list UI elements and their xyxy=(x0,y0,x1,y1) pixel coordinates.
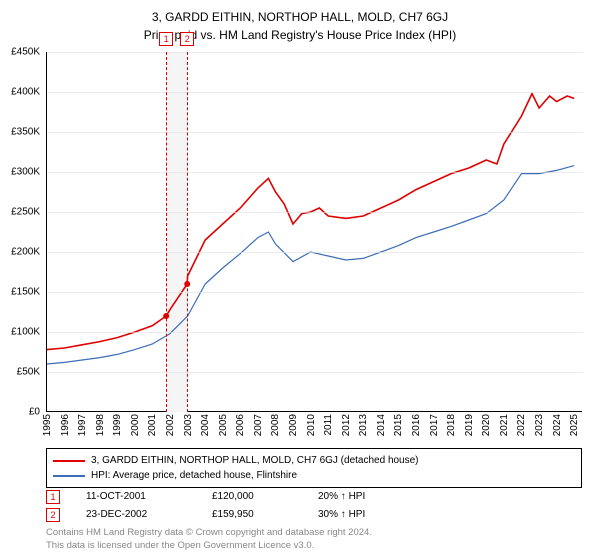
xtick-label: 2002 xyxy=(165,414,176,436)
xtick-label: 2012 xyxy=(341,414,352,436)
page-root: 3, GARDD EITHIN, NORTHOP HALL, MOLD, CH7… xyxy=(0,0,600,560)
transaction-table: 1 11-OCT-2001 £120,000 20% ↑ HPI 2 23-DEC-200… xyxy=(46,488,365,524)
ytick-label: £250K xyxy=(11,207,40,218)
ytick-label: £150K xyxy=(11,287,40,298)
transaction-row: 1 11-OCT-2001 £120,000 20% ↑ HPI xyxy=(46,488,365,506)
transaction-badge: 2 xyxy=(46,508,60,522)
gridline-h xyxy=(47,172,583,173)
transaction-delta: 20% ↑ HPI xyxy=(318,488,365,506)
xtick-label: 2000 xyxy=(130,414,141,436)
xtick-label: 2021 xyxy=(499,414,510,436)
xtick-label: 2015 xyxy=(393,414,404,436)
transaction-price: £120,000 xyxy=(212,488,292,506)
ytick-label: £200K xyxy=(11,247,40,258)
xtick-label: 2023 xyxy=(534,414,545,436)
gridline-h xyxy=(47,52,583,53)
xtick-label: 2010 xyxy=(306,414,317,436)
chart-title-block: 3, GARDD EITHIN, NORTHOP HALL, MOLD, CH7… xyxy=(0,0,600,44)
gridline-h xyxy=(47,92,583,93)
xtick-label: 1997 xyxy=(77,414,88,436)
footer-line1: Contains HM Land Registry data © Crown c… xyxy=(46,526,372,539)
legend-row: HPI: Average price, detached house, Flin… xyxy=(53,468,575,483)
xtick-label: 1999 xyxy=(112,414,123,436)
xtick-label: 2004 xyxy=(200,414,211,436)
ytick-label: £450K xyxy=(11,47,40,58)
chart-title-line1: 3, GARDD EITHIN, NORTHOP HALL, MOLD, CH7… xyxy=(0,8,600,26)
footer-line2: This data is licensed under the Open Gov… xyxy=(46,539,372,552)
gridline-h xyxy=(47,412,583,413)
xtick-label: 2011 xyxy=(323,414,334,436)
xtick-label: 1998 xyxy=(95,414,106,436)
xtick-label: 2003 xyxy=(183,414,194,436)
xtick-label: 2024 xyxy=(552,414,563,436)
ytick-label: £0 xyxy=(29,407,40,418)
xtick-label: 1995 xyxy=(42,414,53,436)
plot-region: 12 xyxy=(46,52,582,412)
xtick-label: 2001 xyxy=(147,414,158,436)
legend-row: 3, GARDD EITHIN, NORTHOP HALL, MOLD, CH7… xyxy=(53,453,575,468)
xtick-label: 2019 xyxy=(464,414,475,436)
transaction-row: 2 23-DEC-2002 £159,950 30% ↑ HPI xyxy=(46,506,365,524)
legend: 3, GARDD EITHIN, NORTHOP HALL, MOLD, CH7… xyxy=(46,448,582,488)
xtick-label: 2018 xyxy=(446,414,457,436)
chart-area: 12 £0£50K£100K£150K£200K£250K£300K£350K£… xyxy=(46,52,582,412)
legend-label: HPI: Average price, detached house, Flin… xyxy=(91,468,297,483)
marker-vline xyxy=(187,52,188,412)
line-svg xyxy=(47,52,583,412)
xtick-label: 2013 xyxy=(358,414,369,436)
ytick-label: £50K xyxy=(17,367,40,378)
xtick-label: 2025 xyxy=(569,414,580,436)
ytick-label: £400K xyxy=(11,87,40,98)
transaction-badge: 1 xyxy=(46,490,60,504)
transaction-date: 11-OCT-2001 xyxy=(86,488,186,506)
gridline-h xyxy=(47,132,583,133)
legend-swatch xyxy=(53,475,85,477)
gridline-h xyxy=(47,212,583,213)
xtick-label: 2008 xyxy=(270,414,281,436)
xtick-label: 2022 xyxy=(516,414,527,436)
ytick-label: £300K xyxy=(11,167,40,178)
gridline-h xyxy=(47,252,583,253)
marker-badge: 1 xyxy=(159,32,173,46)
xtick-label: 2016 xyxy=(411,414,422,436)
xtick-label: 2005 xyxy=(218,414,229,436)
ytick-label: £100K xyxy=(11,327,40,338)
xtick-label: 1996 xyxy=(60,414,71,436)
gridline-h xyxy=(47,292,583,293)
transaction-date: 23-DEC-2002 xyxy=(86,506,186,524)
xtick-label: 2020 xyxy=(481,414,492,436)
xtick-label: 2009 xyxy=(288,414,299,436)
transaction-price: £159,950 xyxy=(212,506,292,524)
transaction-delta: 30% ↑ HPI xyxy=(318,506,365,524)
marker-badge: 2 xyxy=(180,32,194,46)
attribution-footer: Contains HM Land Registry data © Crown c… xyxy=(46,526,372,553)
marker-vline xyxy=(166,52,167,412)
xtick-label: 2006 xyxy=(235,414,246,436)
ytick-label: £350K xyxy=(11,127,40,138)
legend-swatch xyxy=(53,460,85,462)
xtick-label: 2014 xyxy=(376,414,387,436)
xtick-label: 2017 xyxy=(429,414,440,436)
chart-title-line2: Price paid vs. HM Land Registry's House … xyxy=(0,26,600,44)
legend-label: 3, GARDD EITHIN, NORTHOP HALL, MOLD, CH7… xyxy=(91,453,419,468)
xtick-label: 2007 xyxy=(253,414,264,436)
gridline-h xyxy=(47,372,583,373)
gridline-h xyxy=(47,332,583,333)
